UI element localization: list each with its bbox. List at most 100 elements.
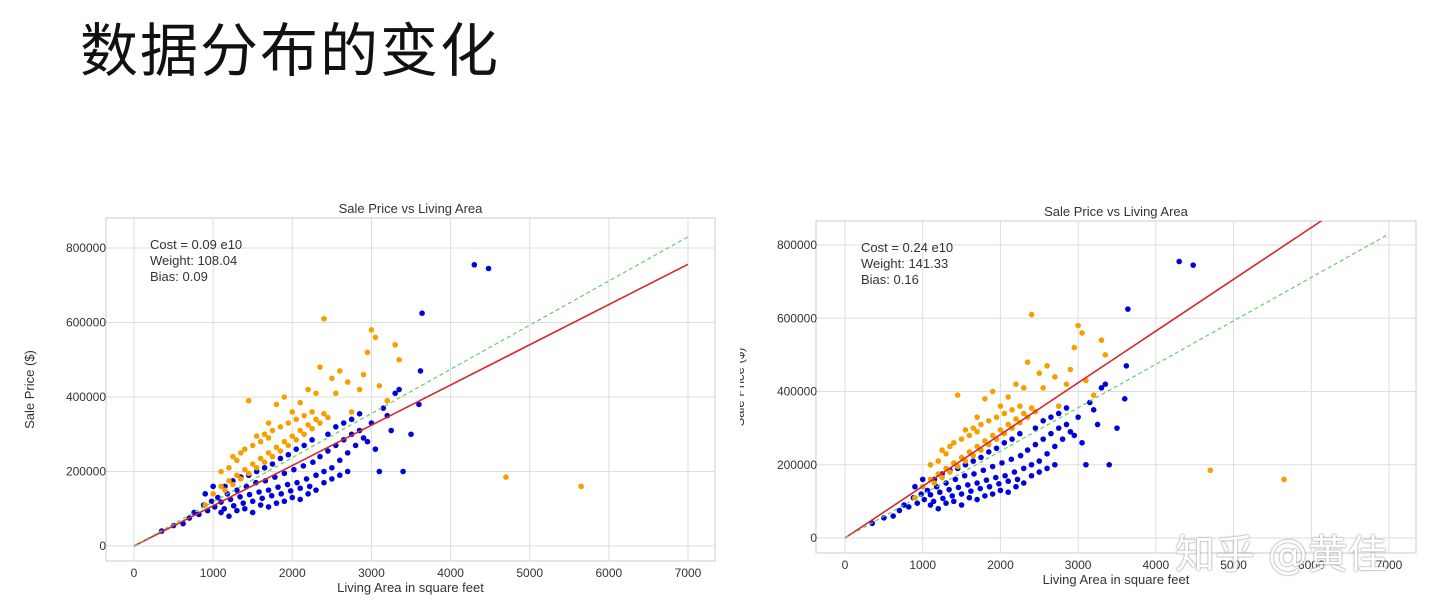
chart0-series1-point: [309, 425, 315, 432]
chart0-series1-point: [234, 457, 240, 464]
chart0-series1-point: [344, 379, 351, 385]
chart0-series1-point: [230, 453, 236, 460]
chart0-series1-point: [281, 438, 288, 445]
chart0-series0-point: [392, 390, 398, 397]
chart-left-svg: 0 1000 2000 3000 4000 5000 6000 7000 0 200000 4000…: [22, 201, 716, 595]
chart1-series1-point: [1013, 416, 1019, 422]
chart0-series0-point: [257, 502, 264, 508]
chart0-series0-point: [400, 468, 406, 475]
chart1-series0-point: [1114, 425, 1120, 431]
chart1-annotation-line: Bias: 0.16: [861, 272, 919, 287]
chart1-x-tick-label: 0: [842, 558, 849, 572]
chart0-series0-point: [202, 491, 209, 497]
chart0-series0-point: [471, 261, 478, 268]
chart0-series0-point: [293, 446, 300, 452]
chart1-series0-point: [997, 487, 1004, 494]
chart0-series0-point: [294, 479, 300, 486]
chart0-series1-point: [285, 442, 292, 449]
chart0-series1-point: [238, 450, 244, 456]
chart1-series1-point: [989, 388, 996, 395]
chart1-series1-point: [1009, 407, 1015, 413]
chart1-series0-point: [1011, 469, 1018, 475]
chart1-series0-point: [1075, 414, 1081, 420]
chart1-series0-point: [1017, 430, 1023, 437]
chart0-series0-point: [291, 466, 297, 473]
chart0-series1-point: [277, 424, 284, 430]
chart1-series0-point: [966, 494, 973, 501]
chart1-x-tick-label: 6000: [1298, 558, 1325, 572]
chart1-series0-point: [1008, 456, 1015, 463]
chart1-series1-point: [974, 428, 980, 435]
chart0-y-tick-label: 800000: [66, 241, 106, 255]
chart1-x-axis-label: Living Area in square feet: [1043, 572, 1190, 587]
chart1-series1-point: [974, 443, 980, 450]
chart1-series1-point: [1090, 392, 1097, 398]
chart0-series1-point: [360, 371, 367, 378]
chart0-series1-point: [257, 455, 264, 462]
chart1-series0-point: [1036, 458, 1043, 464]
chart1-series1-point: [931, 480, 938, 486]
chart0-series1-point: [257, 438, 264, 445]
chart1-series0-point: [985, 449, 992, 455]
chart0-series1-point: [210, 491, 216, 497]
chart1-series0-point: [1048, 430, 1054, 437]
chart0-plot-area: [133, 236, 689, 547]
chart1-series1-point: [982, 438, 988, 444]
chart0-series1-point: [285, 420, 292, 426]
chart0-series1-point: [364, 349, 371, 356]
chart1-series0-point: [989, 491, 996, 497]
chart1-annotation-line: Weight: 141.33: [861, 256, 948, 271]
chart0-series1-point: [277, 448, 284, 454]
chart0-series0-point: [417, 368, 424, 374]
chart0-series1-point: [265, 450, 272, 456]
chart1-series1-point: [958, 436, 965, 442]
chart1-series1-point: [927, 461, 934, 468]
chart0-series1-point: [245, 470, 252, 477]
chart1-x-tick-label: 3000: [1065, 558, 1092, 572]
chart0-series0-point: [306, 483, 313, 490]
chart0-series1-point: [289, 409, 296, 415]
chart1-series0-point: [1083, 461, 1089, 468]
chart0-series1-point: [503, 474, 509, 480]
chart1-series0-point: [968, 488, 974, 494]
chart1-series1-point: [993, 414, 1000, 420]
chart1-series0-point: [992, 474, 999, 481]
chart0-series0-point: [240, 500, 247, 506]
chart1-series0-point: [1005, 489, 1011, 496]
chart0-fit-line: [133, 263, 689, 547]
chart1-series0-point: [1020, 465, 1027, 472]
chart0-series0-point: [325, 431, 331, 438]
chart1-series1-point: [954, 463, 961, 470]
chart1-series0-point: [943, 500, 949, 507]
chart1-series1-point: [939, 447, 945, 453]
chart0-series1-point: [317, 364, 323, 370]
chart0-series1-point: [333, 390, 339, 397]
chart0-series0-point: [336, 472, 343, 479]
chart1-series0-point: [961, 472, 968, 479]
chart1-series1-point: [1028, 311, 1035, 318]
chart0-x-tick-label: 5000: [516, 566, 543, 580]
chart0-series0-point: [344, 468, 351, 475]
chart1-series0-point: [971, 471, 977, 477]
chart0-series0-point: [277, 455, 284, 462]
chart0-series0-point: [329, 464, 335, 471]
chart0-series1-point: [305, 422, 311, 428]
chart1-series0-point: [1032, 425, 1039, 431]
chart0-series1-point: [293, 437, 300, 443]
chart0-series0-point: [273, 500, 280, 506]
chart0-series1-point: [238, 476, 244, 482]
chart0-series1-point: [376, 383, 383, 389]
chart0-series1-point: [265, 420, 272, 426]
chart0-series1-point: [384, 397, 391, 404]
chart0-series1-point: [578, 483, 584, 490]
chart0-series0-point: [321, 468, 327, 475]
chart1-x-tick-label: 2000: [987, 558, 1014, 572]
chart0-y-tick-label: 600000: [66, 316, 106, 330]
chart0-series1-point: [218, 468, 224, 475]
chart0-series0-point: [419, 310, 425, 316]
chart1-series1-point: [1281, 476, 1287, 483]
chart1-series0-point: [1014, 476, 1021, 483]
chart1-series0-point: [935, 505, 942, 512]
chart1-series0-point: [1048, 414, 1054, 420]
chart0-series0-point: [256, 489, 262, 495]
